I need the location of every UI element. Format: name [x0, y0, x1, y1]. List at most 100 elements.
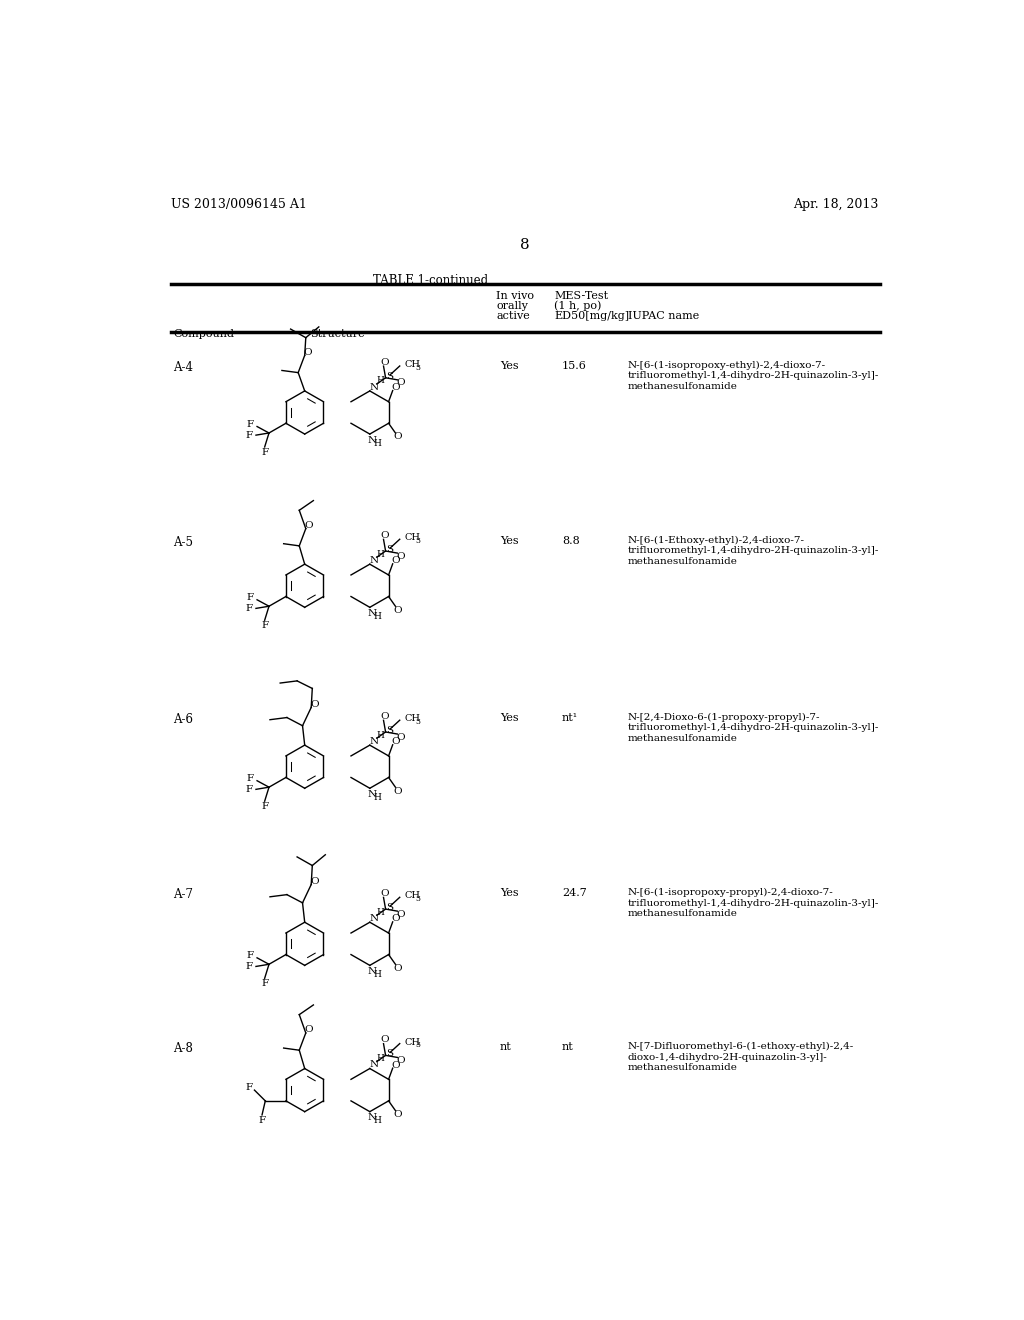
Text: O: O: [396, 379, 404, 387]
Text: N: N: [368, 436, 377, 445]
Text: N-[2,4-Dioxo-6-(1-propoxy-propyl)-7-
trifluoromethyl-1,4-dihydro-2H-quinazolin-3: N-[2,4-Dioxo-6-(1-propoxy-propyl)-7- tri…: [628, 713, 880, 743]
Text: N-[7-Difluoromethyl-6-(1-ethoxy-ethyl)-2,4-
dioxo-1,4-dihydro-2H-quinazolin-3-yl: N-[7-Difluoromethyl-6-(1-ethoxy-ethyl)-2…: [628, 1043, 854, 1072]
Text: H: H: [377, 731, 385, 739]
Text: In vivo: In vivo: [496, 290, 535, 301]
Text: N: N: [368, 968, 377, 975]
Text: active: active: [496, 312, 529, 321]
Text: A-6: A-6: [173, 713, 193, 726]
Text: O: O: [380, 1035, 388, 1044]
Text: O: O: [391, 915, 400, 923]
Text: Structure: Structure: [310, 330, 365, 339]
Text: O: O: [391, 556, 400, 565]
Text: F: F: [246, 962, 253, 972]
Text: 3: 3: [415, 895, 420, 903]
Text: O: O: [380, 711, 388, 721]
Text: N-[6-(1-Ethoxy-ethyl)-2,4-dioxo-7-
trifluoromethyl-1,4-dihydro-2H-quinazolin-3-y: N-[6-(1-Ethoxy-ethyl)-2,4-dioxo-7- trifl…: [628, 536, 880, 566]
Text: N-[6-(1-isopropoxy-ethyl)-2,4-dioxo-7-
trifluoromethyl-1,4-dihydro-2H-quinazolin: N-[6-(1-isopropoxy-ethyl)-2,4-dioxo-7- t…: [628, 360, 880, 391]
Text: H: H: [377, 376, 385, 385]
Text: O: O: [393, 1110, 402, 1119]
Text: F: F: [245, 1082, 252, 1092]
Text: A-7: A-7: [173, 888, 193, 902]
Text: N: N: [368, 1113, 377, 1122]
Text: A-4: A-4: [173, 360, 193, 374]
Text: N: N: [368, 609, 377, 618]
Text: Yes: Yes: [500, 888, 518, 899]
Text: F: F: [247, 950, 254, 960]
Text: (1 h, po): (1 h, po): [554, 301, 602, 312]
Text: 3: 3: [415, 363, 420, 371]
Text: F: F: [261, 447, 268, 457]
Text: CH: CH: [404, 533, 421, 543]
Text: F: F: [247, 593, 254, 602]
Text: Apr. 18, 2013: Apr. 18, 2013: [793, 198, 879, 211]
Text: nt: nt: [562, 1043, 573, 1052]
Text: N: N: [369, 913, 378, 923]
Text: O: O: [303, 347, 312, 356]
Text: US 2013/0096145 A1: US 2013/0096145 A1: [171, 198, 306, 211]
Text: H: H: [374, 1117, 382, 1126]
Text: O: O: [391, 383, 400, 392]
Text: S: S: [386, 372, 393, 380]
Text: O: O: [310, 876, 318, 886]
Text: H: H: [377, 908, 385, 916]
Text: H: H: [377, 1055, 385, 1063]
Text: S: S: [386, 1049, 393, 1059]
Text: N: N: [369, 383, 378, 392]
Text: O: O: [380, 531, 388, 540]
Text: F: F: [261, 803, 268, 810]
Text: 15.6: 15.6: [562, 360, 587, 371]
Text: O: O: [396, 909, 404, 919]
Text: F: F: [246, 785, 253, 793]
Text: F: F: [246, 603, 253, 612]
Text: O: O: [396, 1056, 404, 1065]
Text: H: H: [374, 793, 382, 803]
Text: CH: CH: [404, 360, 421, 370]
Text: F: F: [246, 430, 253, 440]
Text: Yes: Yes: [500, 536, 518, 545]
Text: O: O: [380, 890, 388, 898]
Text: MES-Test: MES-Test: [554, 290, 608, 301]
Text: ED50[mg/kg]: ED50[mg/kg]: [554, 312, 630, 321]
Text: N: N: [368, 789, 377, 799]
Text: O: O: [396, 733, 404, 742]
Text: O: O: [396, 552, 404, 561]
Text: N: N: [369, 556, 378, 565]
Text: H: H: [374, 970, 382, 979]
Text: O: O: [393, 964, 402, 973]
Text: CH: CH: [404, 1038, 421, 1047]
Text: 8.8: 8.8: [562, 536, 580, 545]
Text: H: H: [374, 612, 382, 620]
Text: nt: nt: [500, 1043, 512, 1052]
Text: N: N: [369, 1060, 378, 1069]
Text: CH: CH: [404, 891, 421, 900]
Text: H: H: [374, 438, 382, 447]
Text: O: O: [391, 737, 400, 746]
Text: O: O: [393, 787, 402, 796]
Text: 3: 3: [415, 1041, 420, 1049]
Text: 3: 3: [415, 537, 420, 545]
Text: O: O: [304, 521, 313, 531]
Text: 8: 8: [520, 238, 529, 252]
Text: O: O: [380, 358, 388, 367]
Text: A-8: A-8: [173, 1043, 193, 1056]
Text: TABLE 1-continued: TABLE 1-continued: [373, 275, 487, 286]
Text: nt¹: nt¹: [562, 713, 579, 723]
Text: F: F: [247, 774, 254, 783]
Text: Yes: Yes: [500, 360, 518, 371]
Text: A-5: A-5: [173, 536, 193, 549]
Text: 3: 3: [415, 718, 420, 726]
Text: O: O: [310, 700, 318, 709]
Text: S: S: [386, 545, 393, 554]
Text: O: O: [391, 1060, 400, 1069]
Text: F: F: [261, 979, 268, 989]
Text: F: F: [261, 622, 268, 630]
Text: S: S: [386, 726, 393, 735]
Text: F: F: [258, 1115, 265, 1125]
Text: IUPAC name: IUPAC name: [628, 312, 699, 321]
Text: 24.7: 24.7: [562, 888, 587, 899]
Text: F: F: [247, 420, 254, 429]
Text: O: O: [393, 433, 402, 441]
Text: N-[6-(1-isopropoxy-propyl)-2,4-dioxo-7-
trifluoromethyl-1,4-dihydro-2H-quinazoli: N-[6-(1-isopropoxy-propyl)-2,4-dioxo-7- …: [628, 888, 880, 919]
Text: S: S: [386, 903, 393, 912]
Text: O: O: [304, 1026, 313, 1035]
